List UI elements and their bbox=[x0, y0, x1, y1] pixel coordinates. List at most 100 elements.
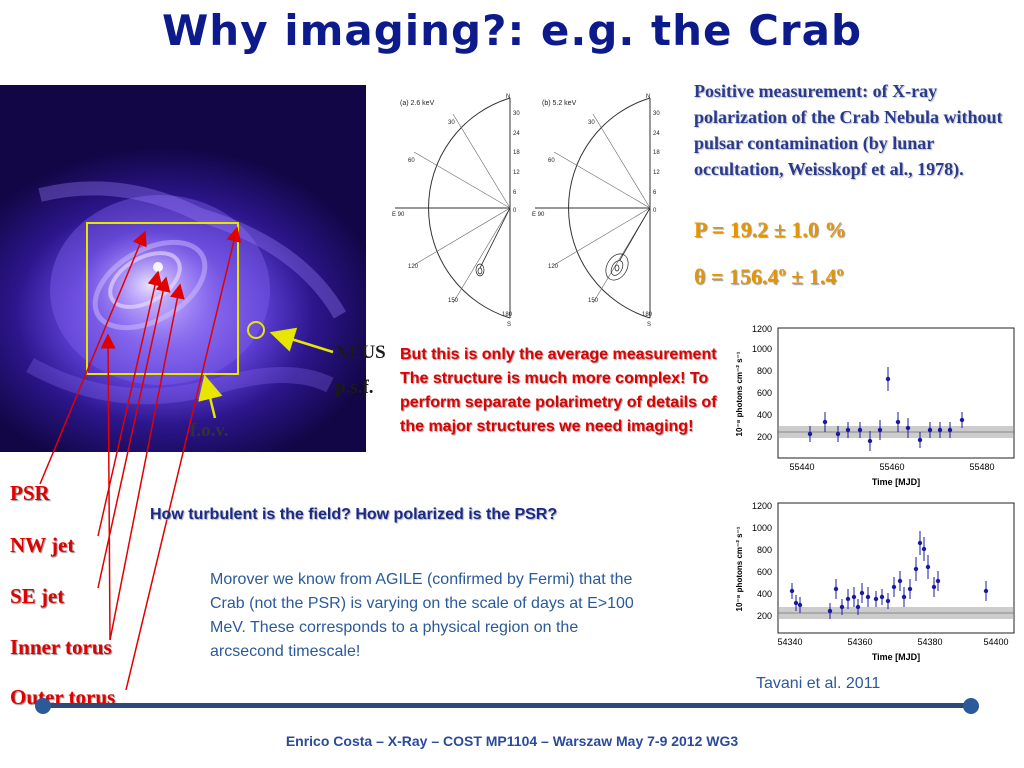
lc1-points bbox=[807, 367, 965, 451]
polar-left-scale-18: 18 bbox=[513, 150, 520, 156]
lc2-point bbox=[833, 586, 839, 592]
xeus-psf-label: p.s.f. bbox=[335, 377, 374, 398]
lc1-ytick-600: 600 bbox=[757, 388, 772, 398]
lc2-xlabel: Time [MJD] bbox=[872, 652, 920, 662]
lc2-point bbox=[925, 564, 931, 570]
lc2-ytick-600: 600 bbox=[757, 567, 772, 577]
polar-left-scale-24: 24 bbox=[513, 131, 520, 137]
polarization-degree-value: P = 19.2 ± 1.0 % bbox=[694, 217, 847, 242]
lc1-ytick-800: 800 bbox=[757, 366, 772, 376]
lc1-point bbox=[835, 431, 841, 437]
lc2-xtick-54360: 54360 bbox=[847, 637, 872, 647]
polar-left-scale-6: 6 bbox=[513, 190, 517, 196]
lc2-xtick-54380: 54380 bbox=[917, 637, 942, 647]
structure-label-psr: PSR bbox=[10, 481, 50, 505]
polar-left-n: N bbox=[506, 94, 510, 100]
lc1-point bbox=[917, 437, 923, 443]
lc2-xtick-54400: 54400 bbox=[983, 637, 1008, 647]
lc2-point bbox=[845, 596, 851, 602]
lc1-point bbox=[867, 438, 873, 444]
divider-dot-left bbox=[35, 698, 51, 714]
lc2-point bbox=[885, 598, 891, 604]
lc1-ytick-1200: 1200 bbox=[752, 324, 772, 334]
polar-left-s: S bbox=[507, 322, 511, 328]
polar-right-scale-18: 18 bbox=[653, 150, 660, 156]
lc2-ytick-200: 200 bbox=[757, 611, 772, 621]
polar-right-30: 30 bbox=[588, 120, 595, 126]
polar-left-30: 30 bbox=[448, 120, 455, 126]
lc2-point bbox=[865, 594, 871, 600]
polar-left-180: 180 bbox=[502, 312, 513, 318]
lc2-ytick-1200: 1200 bbox=[752, 501, 772, 511]
measurement-text: Positive measurement: of X-ray polarizat… bbox=[694, 81, 1003, 179]
polar-right-e90: E 90 bbox=[532, 212, 545, 218]
polar-right-scale-0: 0 bbox=[653, 208, 657, 214]
lc2-point bbox=[789, 588, 795, 594]
polar-left-title: (a) 2.6 keV bbox=[400, 100, 435, 107]
lc2-point bbox=[921, 546, 927, 552]
lc1-xtick-55460: 55460 bbox=[879, 462, 904, 472]
polarization-polar-plots: (a) 2.6 keV N 30 60 E 90 120 150 180 S 3… bbox=[392, 94, 660, 328]
citation: Tavani et al. 2011 bbox=[756, 675, 881, 692]
polar-right-n: N bbox=[646, 94, 650, 100]
lc1-point bbox=[877, 427, 883, 433]
xeus-psf-circle bbox=[247, 321, 265, 339]
polar-left-scale-30: 30 bbox=[513, 111, 520, 117]
structure-label-se-jet: SE jet bbox=[10, 584, 65, 608]
lc2-points bbox=[789, 531, 989, 619]
lc1-ytick-400: 400 bbox=[757, 410, 772, 420]
question-text: How turbulent is the field? How polarize… bbox=[150, 506, 558, 523]
polar-right-scale-6: 6 bbox=[653, 190, 657, 196]
lc1-point bbox=[857, 427, 863, 433]
lc1-xtick-55440: 55440 bbox=[789, 462, 814, 472]
lc1-point bbox=[937, 427, 943, 433]
polar-left-60: 60 bbox=[408, 158, 415, 164]
polar-right-180: 180 bbox=[642, 312, 653, 318]
footer-text: Enrico Costa – X-Ray – COST MP1104 – War… bbox=[285, 733, 739, 749]
lc2-ylabel: 10⁻⁸ photons cm⁻² s⁻¹ bbox=[735, 526, 744, 611]
imaging-note: But this is only the average measurement… bbox=[400, 346, 717, 435]
structure-label-inner-torus: Inner torus bbox=[10, 635, 112, 659]
polar-left-scale-12: 12 bbox=[513, 170, 520, 176]
lc2-point bbox=[859, 590, 865, 596]
polar-right-60: 60 bbox=[548, 158, 555, 164]
polar-left-e90: E 90 bbox=[392, 212, 405, 218]
lc2-point bbox=[839, 604, 845, 610]
lc2-point bbox=[827, 608, 833, 614]
lc2-point bbox=[907, 586, 913, 592]
lc2-point bbox=[797, 602, 803, 608]
lc1-point bbox=[947, 427, 953, 433]
lc1-ytick-1000: 1000 bbox=[752, 344, 772, 354]
lc2-ytick-400: 400 bbox=[757, 589, 772, 599]
lc2-point bbox=[901, 594, 907, 600]
lc2-point bbox=[897, 578, 903, 584]
lc2-point bbox=[855, 604, 861, 610]
fov-label: f.o.v. bbox=[190, 420, 229, 441]
lc1-xtick-55480: 55480 bbox=[969, 462, 994, 472]
lc1-ylabel: 10⁻⁸ photons cm⁻² s⁻¹ bbox=[735, 351, 744, 436]
structure-label-nw-jet: NW jet bbox=[10, 533, 75, 557]
lc2-ytick-800: 800 bbox=[757, 545, 772, 555]
footer-divider bbox=[42, 703, 972, 708]
lc1-point bbox=[895, 419, 901, 425]
lc2-point bbox=[873, 596, 879, 602]
lc2-point bbox=[917, 540, 923, 546]
polar-plot-2-6kev: (a) 2.6 keV N 30 60 E 90 120 150 180 S 3… bbox=[392, 94, 520, 328]
agile-variability-text: Morover we know from AGILE (confirmed by… bbox=[210, 571, 634, 660]
lc1-point bbox=[822, 419, 828, 425]
lc1-point bbox=[807, 431, 813, 437]
lightcurve-plot-2: 200 400 600 800 1000 1200 54340 54360 54… bbox=[735, 501, 1015, 662]
lc2-point bbox=[913, 566, 919, 572]
polar-right-title: (b) 5.2 keV bbox=[542, 100, 577, 107]
polar-right-150: 150 bbox=[588, 298, 599, 304]
lc1-ytick-200: 200 bbox=[757, 432, 772, 442]
polar-right-s: S bbox=[647, 322, 651, 328]
polar-plot-5-2kev: (b) 5.2 keV N 30 60 E 90 120 150 180 S 3… bbox=[532, 94, 660, 328]
lc1-point bbox=[885, 376, 891, 382]
lc2-point bbox=[935, 578, 941, 584]
lc2-point bbox=[983, 588, 989, 594]
lc2-point bbox=[891, 584, 897, 590]
polar-right-120: 120 bbox=[548, 264, 559, 270]
slide-title: Why imaging?: e.g. the Crab bbox=[161, 6, 863, 55]
divider-dot-right bbox=[963, 698, 979, 714]
